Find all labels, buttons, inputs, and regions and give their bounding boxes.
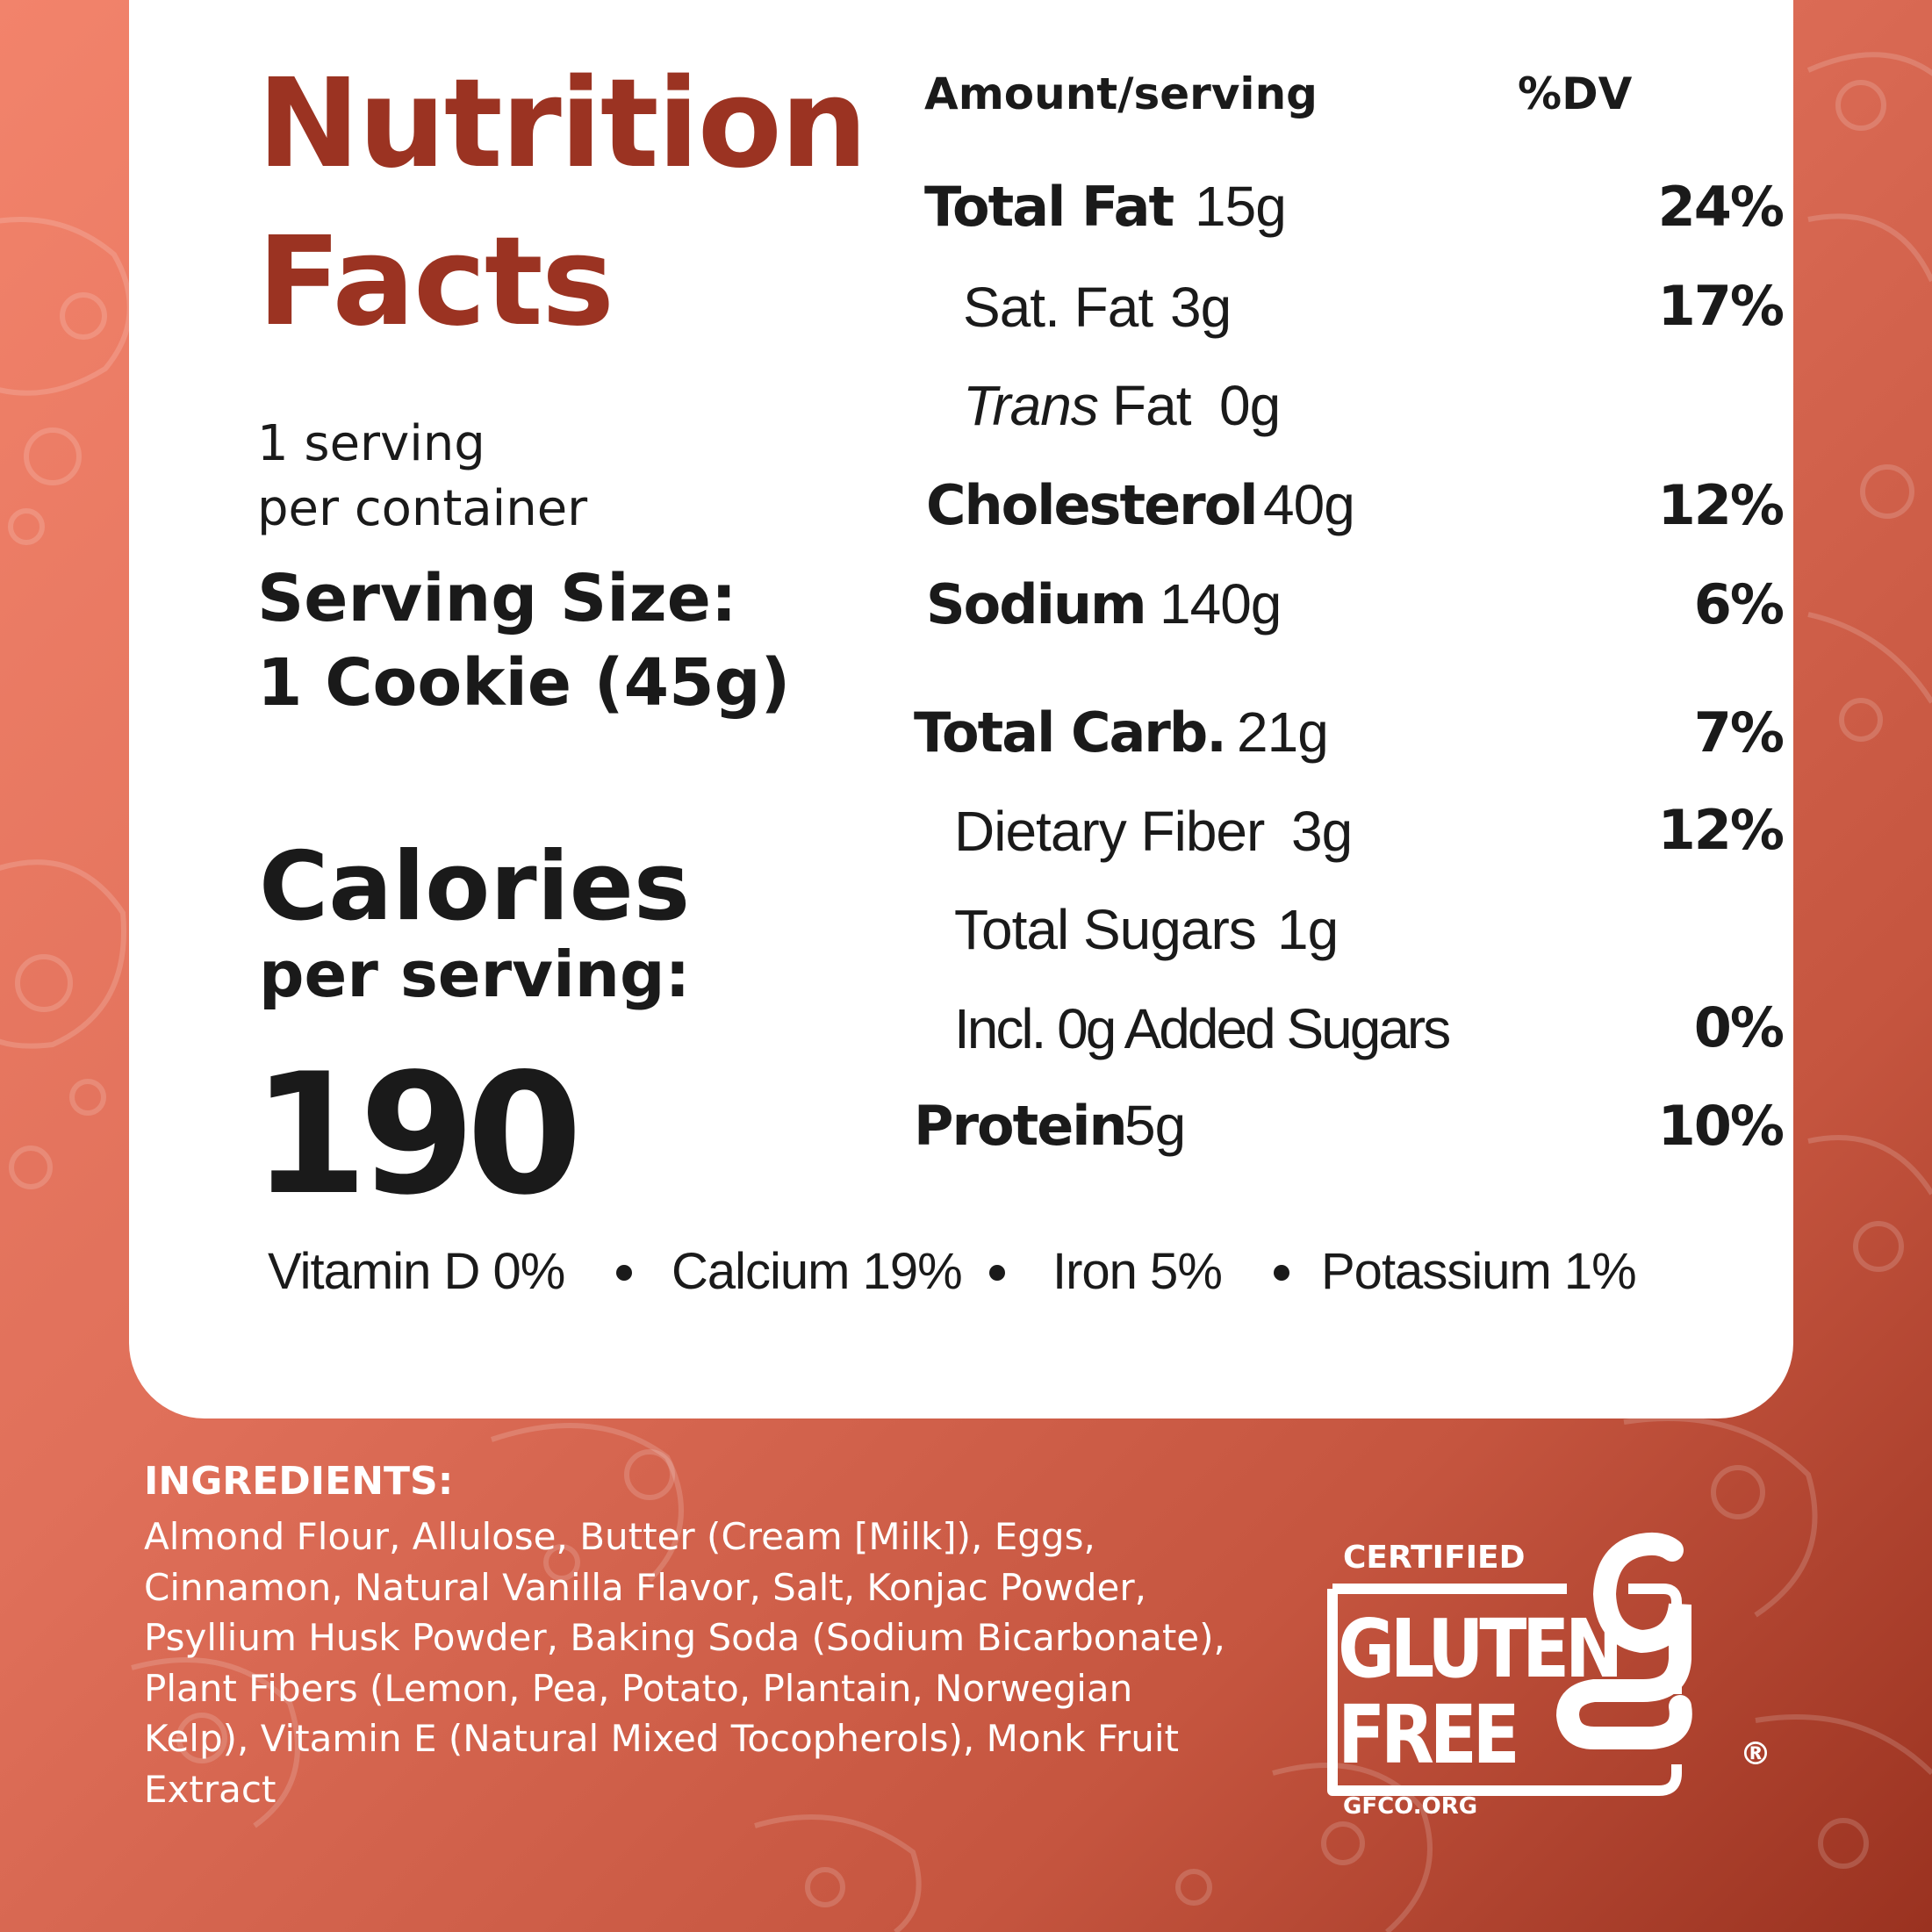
ingredients-line: Cinnamon, Natural Vanilla Flavor, Salt, … — [144, 1565, 1147, 1609]
nutrient-row-sodium: Sodium 140g 6% — [129, 572, 1785, 648]
dv-header: %DV — [1518, 68, 1633, 119]
nutrient-name: Sat. Fat — [963, 276, 1153, 339]
nutrient-amount: 21g — [1237, 700, 1329, 764]
separator-dot — [1274, 1265, 1289, 1281]
nutrient-row-trans-fat: Trans Fat 0g — [129, 377, 1783, 448]
nutrient-name: Incl. 0g Added Sugars — [954, 997, 1451, 1060]
nutrient-amount: 3g — [1291, 800, 1353, 863]
nutrient-name: Sodium — [926, 572, 1147, 636]
potassium: Potassium 1% — [1321, 1243, 1637, 1300]
vitamin-d: Vitamin D 0% — [268, 1243, 565, 1300]
nutrient-row-dietary-fiber: Dietary Fiber 3g 12% — [129, 798, 1785, 873]
nutrient-dv: 24% — [1657, 175, 1785, 239]
nutrient-dv: 0% — [1693, 995, 1785, 1059]
nutrient-name: Protein — [914, 1094, 1128, 1158]
ingredients-line: Almond Flour, Allulose, Butter (Cream [M… — [144, 1515, 1095, 1558]
nutrient-name: Cholesterol — [926, 473, 1259, 537]
serving-size-label: Serving Size: — [257, 561, 737, 636]
g-logo-icon — [1555, 1532, 1692, 1749]
serving-size-value: 1 Cookie (45g) — [257, 645, 791, 721]
separator-dot — [989, 1265, 1005, 1281]
calories-sublabel: per serving: — [259, 937, 691, 1011]
calcium: Calcium 19% — [672, 1243, 963, 1300]
nutrient-name: Total Sugars — [954, 898, 1257, 961]
nutrient-row-total-fat: Total Fat 15g 24% — [129, 175, 1785, 250]
iron: Iron 5% — [1052, 1243, 1223, 1300]
nutrient-row-added-sugars: Incl. 0g Added Sugars 0% — [129, 995, 1785, 1071]
ingredients-line: Psyllium Husk Powder, Baking Soda (Sodiu… — [144, 1616, 1225, 1659]
nutrient-name: Fat — [1112, 374, 1191, 437]
nutrient-row-sat-fat: Sat. Fat 3g 17% — [129, 274, 1785, 349]
badge-certified: CERTIFIED — [1343, 1540, 1526, 1576]
ingredients-text: Almond Flour, Allulose, Butter (Cream [M… — [144, 1512, 1285, 1814]
nutrient-amount: 3g — [1170, 276, 1232, 339]
gluten-free-badge: CERTIFIED GLUTEN FREE ® GFCO.ORG — [1327, 1532, 1771, 1817]
nutrient-row-total-sugars: Total Sugars 1g — [129, 901, 1783, 972]
nutrient-amount: 1g — [1277, 898, 1339, 961]
nutrition-card: Nutrition Facts 1 serving per container … — [129, 0, 1793, 1418]
title-line1: Nutrition — [257, 53, 868, 196]
nutrient-name: Total Fat — [924, 175, 1174, 239]
amount-serving-header: Amount/serving — [924, 68, 1318, 119]
servings-line2: per container — [257, 480, 588, 537]
calories-label: Calories — [259, 832, 691, 942]
nutrient-amount: 15g — [1195, 175, 1287, 238]
nutrient-dv: 7% — [1693, 700, 1785, 765]
nutrient-name: Total Carb. — [914, 700, 1227, 765]
separator-dot — [616, 1265, 632, 1281]
nutrient-amount: 5g — [1124, 1094, 1186, 1157]
nutrient-amount: 0g — [1219, 374, 1281, 437]
badge-gluten: GLUTEN — [1338, 1602, 1619, 1696]
nutrient-row-protein: Protein 5g 10% — [129, 1094, 1785, 1169]
calories-value: 190 — [252, 1038, 583, 1232]
nutrient-row-cholesterol: Cholesterol 40g 12% — [129, 473, 1785, 549]
nutrient-amount: 40g — [1263, 473, 1355, 536]
nutrient-dv: 17% — [1657, 274, 1785, 338]
nutrient-dv: 6% — [1693, 572, 1785, 636]
nutrient-name-italic: Trans — [963, 374, 1099, 437]
badge-url: GFCO.ORG — [1343, 1793, 1477, 1817]
badge-registered: ® — [1740, 1736, 1771, 1772]
nutrient-amount: 140g — [1160, 572, 1282, 636]
title-line2: Facts — [257, 211, 614, 354]
ingredients-title: INGREDIENTS: — [144, 1459, 454, 1504]
nutrient-dv: 12% — [1657, 798, 1785, 862]
nutrient-dv: 12% — [1657, 473, 1785, 537]
badge-free: FREE — [1338, 1688, 1515, 1782]
servings-line1: 1 serving — [257, 415, 485, 472]
ingredients-line: Plant Fibers (Lemon, Pea, Potato, Planta… — [144, 1666, 1133, 1710]
nutrient-row-total-carb: Total Carb. 21g 7% — [129, 700, 1785, 776]
ingredients-line: Kelp), Vitamin E (Natural Mixed Tocopher… — [144, 1717, 1179, 1760]
ingredients-line: Extract — [144, 1767, 277, 1811]
nutrient-dv: 10% — [1657, 1094, 1785, 1158]
nutrient-name: Dietary Fiber — [954, 800, 1265, 863]
